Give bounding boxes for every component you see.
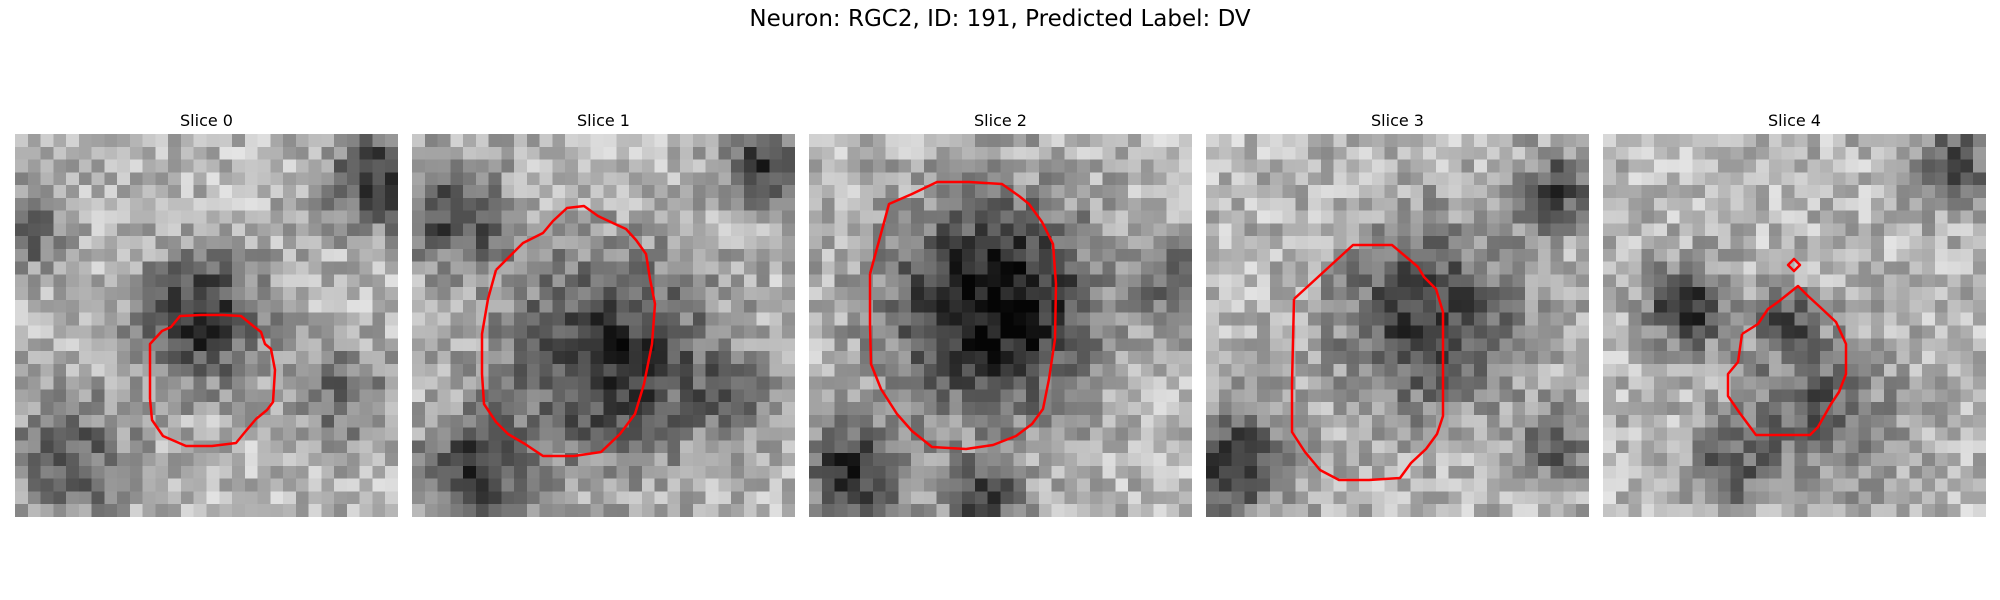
slice-4-cell-contour xyxy=(1726,284,1848,437)
slice-0-cell-contour xyxy=(148,313,277,448)
slice-0-contour-overlay xyxy=(148,313,277,448)
slice-2-grayscale-image xyxy=(809,134,1192,517)
slice-4-image-panel xyxy=(1603,134,1986,517)
slice-0-grayscale-image xyxy=(15,134,398,517)
slice-2-image-panel xyxy=(809,134,1192,517)
panel-title-slice-3: Slice 3 xyxy=(1371,111,1424,130)
slice-1-cell-contour xyxy=(480,204,657,458)
slice-1-contour-overlay xyxy=(480,204,657,458)
slice-3-image-panel xyxy=(1206,134,1589,517)
slice-4-grayscale-image xyxy=(1603,134,1986,517)
slice-4-small-contour xyxy=(1786,257,1802,273)
slice-3-cell-contour xyxy=(1290,243,1445,482)
slice-1-image-panel xyxy=(412,134,795,517)
slice-4-contour-overlay xyxy=(1726,257,1848,437)
slice-0-image-panel xyxy=(15,134,398,517)
figure-title: Neuron: RGC2, ID: 191, Predicted Label: … xyxy=(749,6,1251,32)
slice-3-grayscale-image xyxy=(1206,134,1589,517)
slice-3-contour-overlay xyxy=(1290,243,1445,482)
panel-title-slice-1: Slice 1 xyxy=(577,111,630,130)
slice-2-cell-contour xyxy=(868,180,1058,451)
slice-2-contour-overlay xyxy=(868,180,1058,451)
slice-1-grayscale-image xyxy=(412,134,795,517)
panel-title-slice-0: Slice 0 xyxy=(180,111,233,130)
panel-title-slice-2: Slice 2 xyxy=(974,111,1027,130)
panel-title-slice-4: Slice 4 xyxy=(1768,111,1821,130)
